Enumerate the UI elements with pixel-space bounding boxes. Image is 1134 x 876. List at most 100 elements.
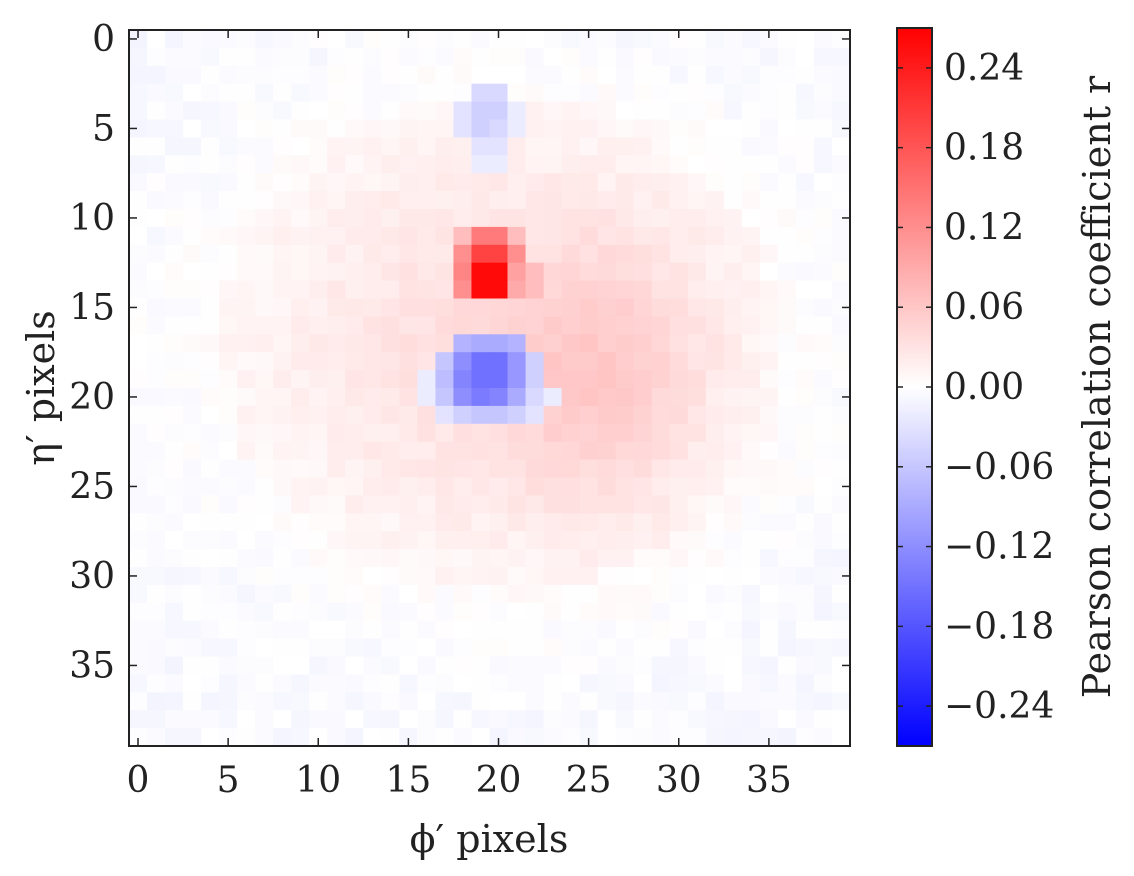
heatmap-cell xyxy=(561,334,581,353)
heatmap-cell xyxy=(471,370,491,389)
heatmap-cell xyxy=(597,262,617,282)
heatmap-cell xyxy=(687,209,707,228)
heatmap-cell xyxy=(381,191,400,210)
heatmap-cell xyxy=(129,459,148,479)
heatmap-cell xyxy=(525,549,545,568)
heatmap-cell xyxy=(147,226,166,246)
heatmap-cell xyxy=(669,692,689,711)
heatmap-cell xyxy=(687,692,707,711)
heatmap-cell xyxy=(381,728,400,747)
heatmap-cell xyxy=(741,602,761,622)
heatmap-cell xyxy=(147,155,166,174)
heatmap-cell xyxy=(291,244,310,264)
heatmap-cell xyxy=(435,30,455,49)
heatmap-cell xyxy=(579,191,599,210)
heatmap-cell xyxy=(363,191,382,210)
y-tick-label: 5 xyxy=(92,108,115,149)
heatmap-cell xyxy=(795,83,815,103)
heatmap-cell xyxy=(291,620,310,640)
heatmap-cell xyxy=(597,674,617,693)
heatmap-cell xyxy=(165,602,184,622)
heatmap-cell xyxy=(651,405,671,425)
heatmap-cell xyxy=(615,191,635,210)
heatmap-cell xyxy=(669,155,689,174)
heatmap-cell xyxy=(381,656,400,675)
heatmap-cell xyxy=(201,423,220,443)
heatmap-cell xyxy=(795,459,815,479)
heatmap-cell xyxy=(759,30,779,49)
heatmap-cell xyxy=(291,441,310,461)
heatmap-cell xyxy=(777,30,797,49)
heatmap-cell xyxy=(471,244,491,264)
heatmap-cell xyxy=(795,226,815,246)
heatmap-cell xyxy=(543,298,563,317)
heatmap-cell xyxy=(183,423,202,443)
heatmap-cell xyxy=(147,119,166,138)
heatmap-cell xyxy=(417,47,437,67)
heatmap-cell xyxy=(615,334,635,353)
heatmap-cell xyxy=(471,728,491,747)
heatmap-cell xyxy=(507,710,527,729)
heatmap-cell xyxy=(327,101,346,121)
heatmap-cell xyxy=(741,477,761,496)
heatmap-cell xyxy=(705,173,725,192)
heatmap-cell xyxy=(147,209,166,228)
heatmap-cell xyxy=(489,209,509,228)
heatmap-cell xyxy=(129,83,148,103)
heatmap-cell xyxy=(579,101,599,121)
heatmap-cell xyxy=(147,388,166,407)
heatmap-cell xyxy=(309,567,328,586)
heatmap-cell xyxy=(795,567,815,586)
heatmap-cell xyxy=(219,388,238,407)
heatmap-cell xyxy=(561,728,581,747)
heatmap-cell xyxy=(183,620,202,640)
heatmap-cell xyxy=(129,65,148,85)
heatmap-cell xyxy=(489,477,509,496)
heatmap-cell xyxy=(813,352,833,371)
heatmap-cell xyxy=(651,65,671,85)
heatmap-cell xyxy=(219,441,238,461)
heatmap-cell xyxy=(435,119,455,138)
heatmap-cell xyxy=(813,405,833,425)
heatmap-cell xyxy=(813,388,833,407)
heatmap-cell xyxy=(201,298,220,317)
heatmap-cell xyxy=(309,119,328,138)
heatmap-cell xyxy=(273,495,292,514)
heatmap-cell xyxy=(579,674,599,693)
heatmap-cell xyxy=(201,352,220,371)
heatmap-cell xyxy=(831,531,851,550)
heatmap-cell xyxy=(147,370,166,389)
heatmap-cell xyxy=(435,316,455,335)
heatmap-cell xyxy=(831,567,851,586)
heatmap-cell xyxy=(741,513,761,532)
x-tick-label: 0 xyxy=(127,760,150,801)
heatmap-cell xyxy=(255,334,274,353)
heatmap-cell xyxy=(453,692,473,711)
heatmap-cell xyxy=(345,531,364,550)
heatmap-cell xyxy=(291,352,310,371)
heatmap-cell xyxy=(291,656,310,675)
heatmap-cell xyxy=(543,244,563,264)
heatmap-cell xyxy=(813,47,833,67)
heatmap-cell xyxy=(615,620,635,640)
heatmap-cell xyxy=(831,656,851,675)
heatmap-cell xyxy=(489,226,509,246)
heatmap-cell xyxy=(201,584,220,604)
heatmap-cell xyxy=(597,710,617,729)
heatmap-cell xyxy=(435,226,455,246)
heatmap-cell xyxy=(255,459,274,479)
heatmap-cell xyxy=(507,316,527,335)
heatmap-cell xyxy=(669,710,689,729)
heatmap-cell xyxy=(795,549,815,568)
heatmap-cell xyxy=(273,441,292,461)
heatmap-cell xyxy=(255,549,274,568)
heatmap-cell xyxy=(201,244,220,264)
heatmap-cell xyxy=(489,710,509,729)
heatmap-cell xyxy=(759,405,779,425)
heatmap-cell xyxy=(831,209,851,228)
heatmap-cell xyxy=(309,620,328,640)
heatmap-cell xyxy=(453,155,473,174)
heatmap-cell xyxy=(633,638,653,658)
heatmap-cell xyxy=(651,209,671,228)
heatmap-cell xyxy=(237,692,256,711)
